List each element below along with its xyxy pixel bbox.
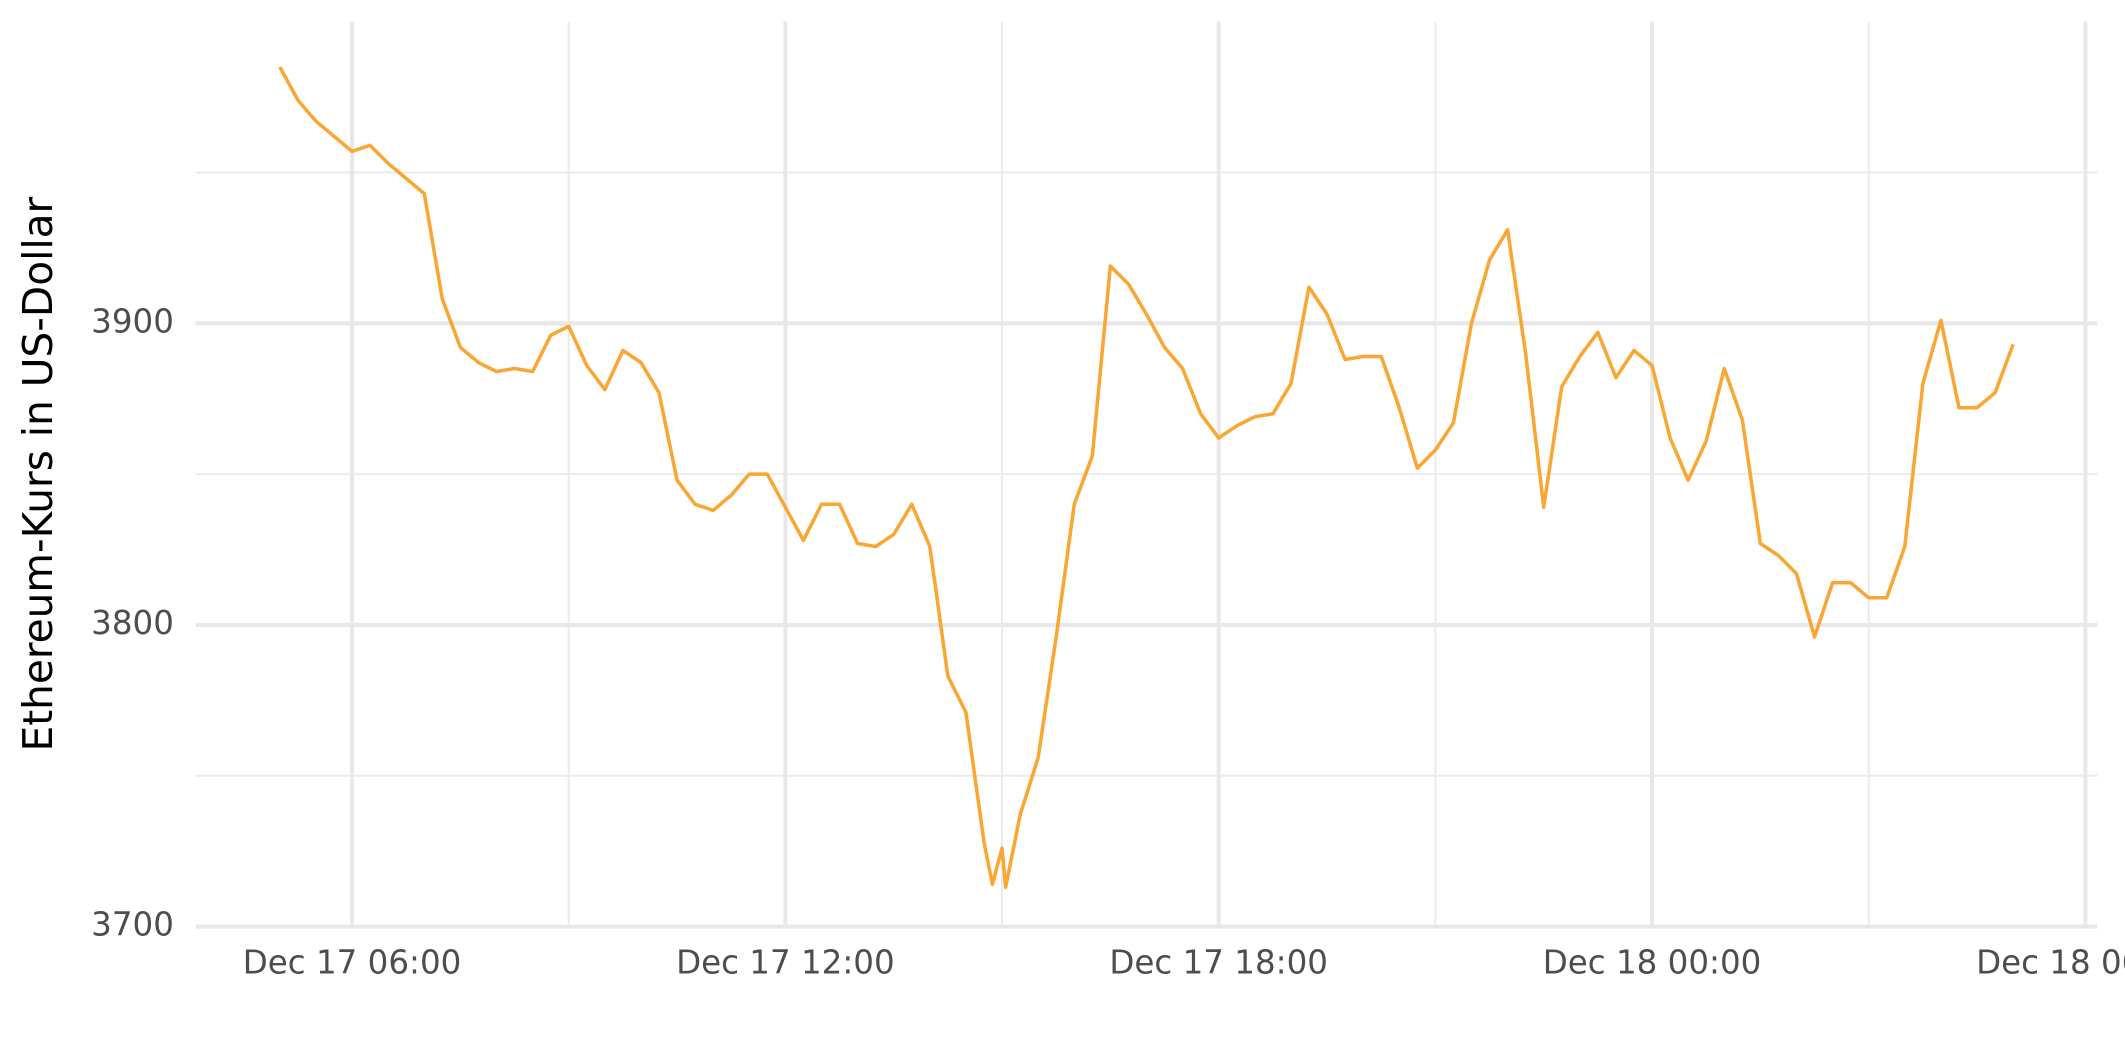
price-line (278, 66, 2015, 890)
x-tick-label: Dec 17 18:00 (1109, 943, 1328, 981)
y-tick-label: 3700 (91, 906, 174, 944)
x-tick-label: Dec 17 12:00 (676, 943, 895, 981)
y-axis-label: Ethereum-Kurs in US-Dollar (14, 196, 62, 751)
y-tick-label: 3900 (91, 302, 174, 340)
x-tick-label: Dec 17 06:00 (243, 943, 462, 981)
x-tick-label: Dec 18 06:00 (1976, 943, 2125, 981)
y-tick-label: 3800 (91, 604, 174, 642)
x-tick-label: Dec 18 00:00 (1543, 943, 1762, 981)
